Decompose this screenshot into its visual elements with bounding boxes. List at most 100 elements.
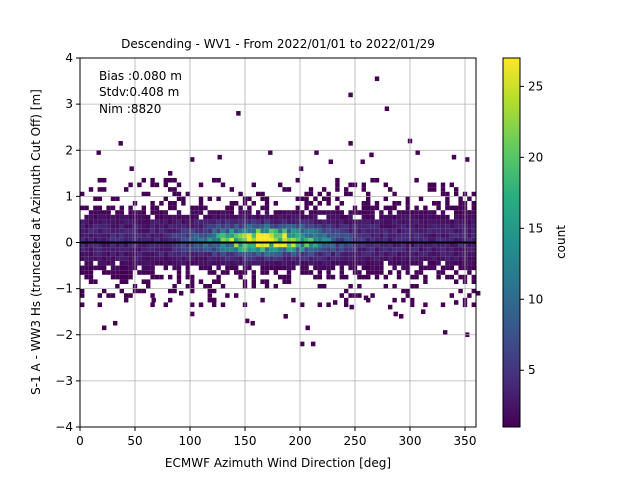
heatmap-cell [128, 210, 133, 215]
heatmap-cell [458, 247, 463, 252]
heatmap-cell [102, 187, 107, 192]
stats-stdv: Stdv:0.408 m [99, 85, 179, 99]
heatmap-cell [278, 265, 283, 271]
heatmap-cell [84, 205, 89, 211]
heatmap-cell [273, 265, 278, 271]
heatmap-cell [88, 247, 94, 252]
x-tick-label: 300 [399, 434, 422, 448]
heatmap-cell [163, 182, 168, 188]
heatmap-cell [308, 200, 314, 206]
heatmap-cell [273, 224, 278, 229]
heatmap-cell [449, 256, 454, 261]
heatmap-cell [405, 219, 410, 225]
heatmap-cell [225, 228, 230, 234]
heatmap-cell [348, 214, 353, 220]
heatmap-cell [168, 187, 173, 192]
outlier-cell [328, 159, 333, 165]
heatmap-cell [410, 233, 415, 238]
heatmap-cell [401, 251, 406, 257]
heatmap-cell [154, 242, 160, 248]
heatmap-cell [410, 237, 415, 243]
heatmap-cell [128, 224, 133, 229]
heatmap-cell [150, 177, 155, 183]
y-tick-label: −2 [55, 328, 73, 342]
heatmap-cell [370, 224, 375, 229]
heatmap-cell [392, 228, 397, 234]
heatmap-cell [106, 237, 111, 243]
heatmap-cell [326, 237, 331, 243]
heatmap-cell [106, 251, 111, 257]
heatmap-cell [440, 256, 446, 261]
heatmap-cell [396, 233, 402, 238]
heatmap-cell [396, 247, 402, 252]
heatmap-cell [198, 302, 204, 308]
heatmap-cell [93, 196, 98, 201]
heatmap-cell [137, 210, 142, 215]
heatmap-cell [471, 237, 476, 243]
heatmap-cell [269, 251, 274, 257]
heatmap-cell [392, 233, 397, 238]
heatmap-cell [168, 233, 173, 238]
heatmap-cell [247, 205, 252, 211]
heatmap-cell [361, 260, 366, 266]
heatmap-cell [418, 247, 424, 252]
heatmap-cell [330, 274, 336, 280]
heatmap-cell [141, 260, 146, 266]
heatmap-cell [335, 228, 340, 234]
heatmap-cell [84, 274, 89, 280]
heatmap-cell [97, 187, 102, 192]
heatmap-cell [454, 187, 459, 192]
heatmap-cell [454, 224, 459, 229]
heatmap-cell [159, 210, 164, 215]
heatmap-cell [300, 251, 305, 257]
heatmap-cell [330, 242, 336, 248]
heatmap-cell [128, 219, 133, 225]
heatmap-cell [181, 200, 186, 206]
heatmap-cell [190, 233, 195, 238]
colorbar-tick-label: 5 [528, 363, 536, 377]
heatmap-cell [115, 228, 120, 234]
heatmap-cell [286, 247, 292, 252]
heatmap-cell [247, 228, 252, 234]
heatmap-cell [300, 260, 305, 266]
heatmap-cell [216, 247, 221, 252]
heatmap-cell [348, 265, 353, 271]
heatmap-cell [154, 205, 160, 211]
heatmap-cell [436, 274, 441, 280]
heatmap-cell [102, 247, 107, 252]
heatmap-cell [388, 242, 393, 248]
heatmap-cell [348, 224, 353, 229]
heatmap-cell [119, 237, 124, 243]
heatmap-cell [141, 265, 146, 271]
heatmap-cell [190, 260, 195, 266]
heatmap-cell [313, 260, 318, 266]
heatmap-cell [220, 228, 226, 234]
heatmap-cell [471, 191, 476, 197]
heatmap-cell [225, 247, 230, 252]
heatmap-cell [326, 196, 331, 201]
outlier-cell [283, 313, 288, 319]
heatmap-cell [458, 224, 463, 229]
heatmap-cell [330, 219, 336, 225]
heatmap-cell [322, 228, 327, 234]
heatmap-cell [198, 256, 204, 261]
heatmap-cell [366, 274, 371, 280]
heatmap-cell [427, 187, 432, 192]
heatmap-cell [84, 214, 89, 220]
heatmap-cell [119, 260, 124, 266]
heatmap-cell [313, 228, 318, 234]
heatmap-cell [414, 228, 419, 234]
heatmap-cell [344, 219, 349, 225]
heatmap-cell [471, 200, 476, 206]
heatmap-cell [357, 260, 362, 266]
heatmap-cell [163, 224, 168, 229]
heatmap-cell [361, 256, 366, 261]
heatmap-cell [467, 256, 472, 261]
heatmap-cell [308, 187, 314, 192]
heatmap-cell [181, 224, 186, 229]
heatmap-cell [291, 256, 296, 261]
heatmap-cell [115, 224, 120, 229]
heatmap-cell [229, 228, 234, 234]
heatmap-cell [471, 251, 476, 257]
